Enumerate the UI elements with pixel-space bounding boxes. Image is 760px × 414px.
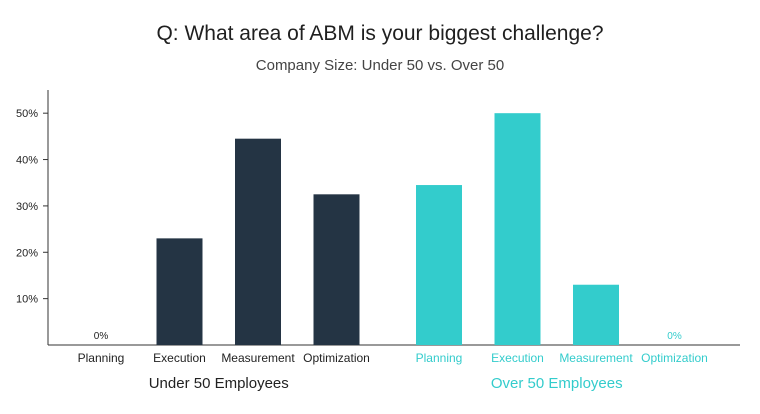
- x-category-label: Execution: [491, 351, 544, 365]
- chart-title: Q: What area of ABM is your biggest chal…: [156, 22, 604, 45]
- x-category-label: Planning: [78, 351, 125, 365]
- x-category-label: Execution: [153, 351, 206, 365]
- bar-over50-measurement: [573, 284, 619, 345]
- series-label: Under 50 Employees: [149, 375, 289, 392]
- bar-under50-measurement: [235, 138, 281, 345]
- bar-under50-optimization: [313, 194, 360, 345]
- series-label: Over 50 Employees: [491, 375, 623, 392]
- data-label: 0%: [667, 331, 682, 342]
- y-tick-label: 50%: [16, 108, 38, 120]
- bar-under50-execution: [156, 238, 203, 345]
- y-tick-label: 40%: [16, 155, 38, 167]
- y-tick-label: 30%: [16, 201, 38, 213]
- x-category-label: Optimization: [641, 351, 708, 365]
- x-category-label: Measurement: [559, 351, 633, 365]
- y-tick-label: 20%: [16, 247, 38, 259]
- y-tick-label: 10%: [16, 294, 38, 306]
- bar-over50-planning: [416, 185, 462, 345]
- x-category-label: Optimization: [303, 351, 370, 365]
- data-label: 0%: [94, 331, 109, 342]
- x-category-label: Measurement: [221, 351, 295, 365]
- bar-over50-execution: [494, 113, 541, 345]
- chart-subtitle: Company Size: Under 50 vs. Over 50: [255, 57, 505, 74]
- x-category-label: Planning: [416, 351, 463, 365]
